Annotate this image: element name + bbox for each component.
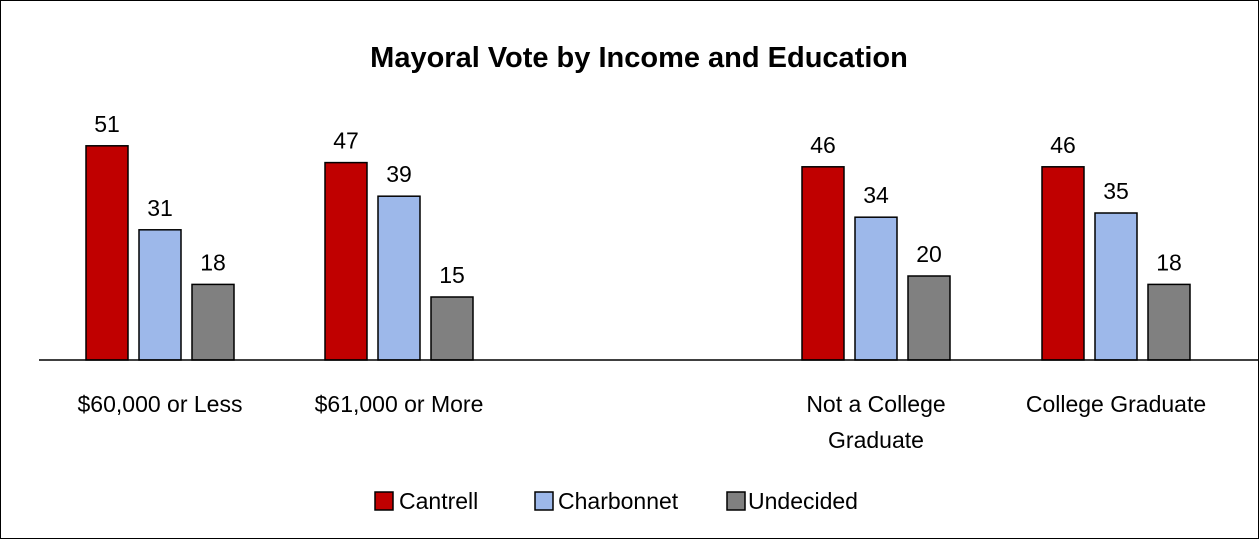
bar-undecided-60-000-or-less (191, 283, 235, 361)
bar-undecided-61-000-or-more (430, 296, 474, 361)
value-label-undecided-60-000-or-less: 18 (200, 249, 226, 275)
category-label-college-graduate: College Graduate (1026, 391, 1206, 417)
bar-charbonnet-college-graduate (1094, 212, 1138, 361)
value-label-undecided-not-a-college-graduate: 20 (916, 241, 942, 267)
bar-undecided-college-graduate (1147, 283, 1191, 361)
value-label-undecided-college-graduate: 18 (1156, 249, 1182, 275)
legend-label-undecided: Undecided (748, 488, 858, 514)
legend: Cantrell Charbonnet Undecided (374, 488, 858, 514)
category-label-60-000-or-less: $60,000 or Less (78, 391, 243, 417)
legend-swatch-charbonnet (534, 491, 554, 511)
category-label-not-a-college-graduate: Not a College Graduate (806, 391, 945, 453)
bar-charbonnet-not-a-college-graduate (854, 216, 898, 361)
value-label-cantrell-61-000-or-more: 47 (333, 128, 359, 154)
value-label-cantrell-60-000-or-less: 51 (94, 111, 120, 137)
bar-cantrell-61-000-or-more (324, 161, 368, 361)
legend-label-charbonnet: Charbonnet (558, 488, 679, 514)
value-label-charbonnet-college-graduate: 35 (1103, 178, 1129, 204)
legend-swatch-cantrell (374, 491, 394, 511)
value-label-charbonnet-not-a-college-graduate: 34 (863, 182, 889, 208)
bar-cantrell-60-000-or-less (85, 145, 129, 361)
bar-cantrell-college-graduate (1041, 166, 1085, 361)
legend-label-cantrell: Cantrell (399, 488, 478, 514)
value-label-cantrell-not-a-college-graduate: 46 (810, 132, 836, 158)
legend-swatch-undecided (726, 491, 746, 511)
category-labels-layer: $60,000 or Less $61,000 or More Not a Coll… (78, 391, 1207, 453)
value-labels-layer: 51 31 18 47 39 15 46 34 20 46 35 18 (94, 111, 1182, 288)
bar-cantrell-not-a-college-graduate (801, 166, 845, 361)
category-label-61-000-or-more: $61,000 or More (315, 391, 484, 417)
value-label-charbonnet-61-000-or-more: 39 (386, 161, 412, 187)
value-label-charbonnet-60-000-or-less: 31 (147, 195, 173, 221)
bar-undecided-not-a-college-graduate (907, 275, 951, 361)
bars-layer (85, 145, 1191, 361)
bar-charbonnet-60-000-or-less (138, 229, 182, 361)
bar-charbonnet-61-000-or-more (377, 195, 421, 361)
chart-title: Mayoral Vote by Income and Education (370, 42, 908, 74)
value-label-undecided-61-000-or-more: 15 (439, 262, 465, 288)
value-label-cantrell-college-graduate: 46 (1050, 132, 1076, 158)
